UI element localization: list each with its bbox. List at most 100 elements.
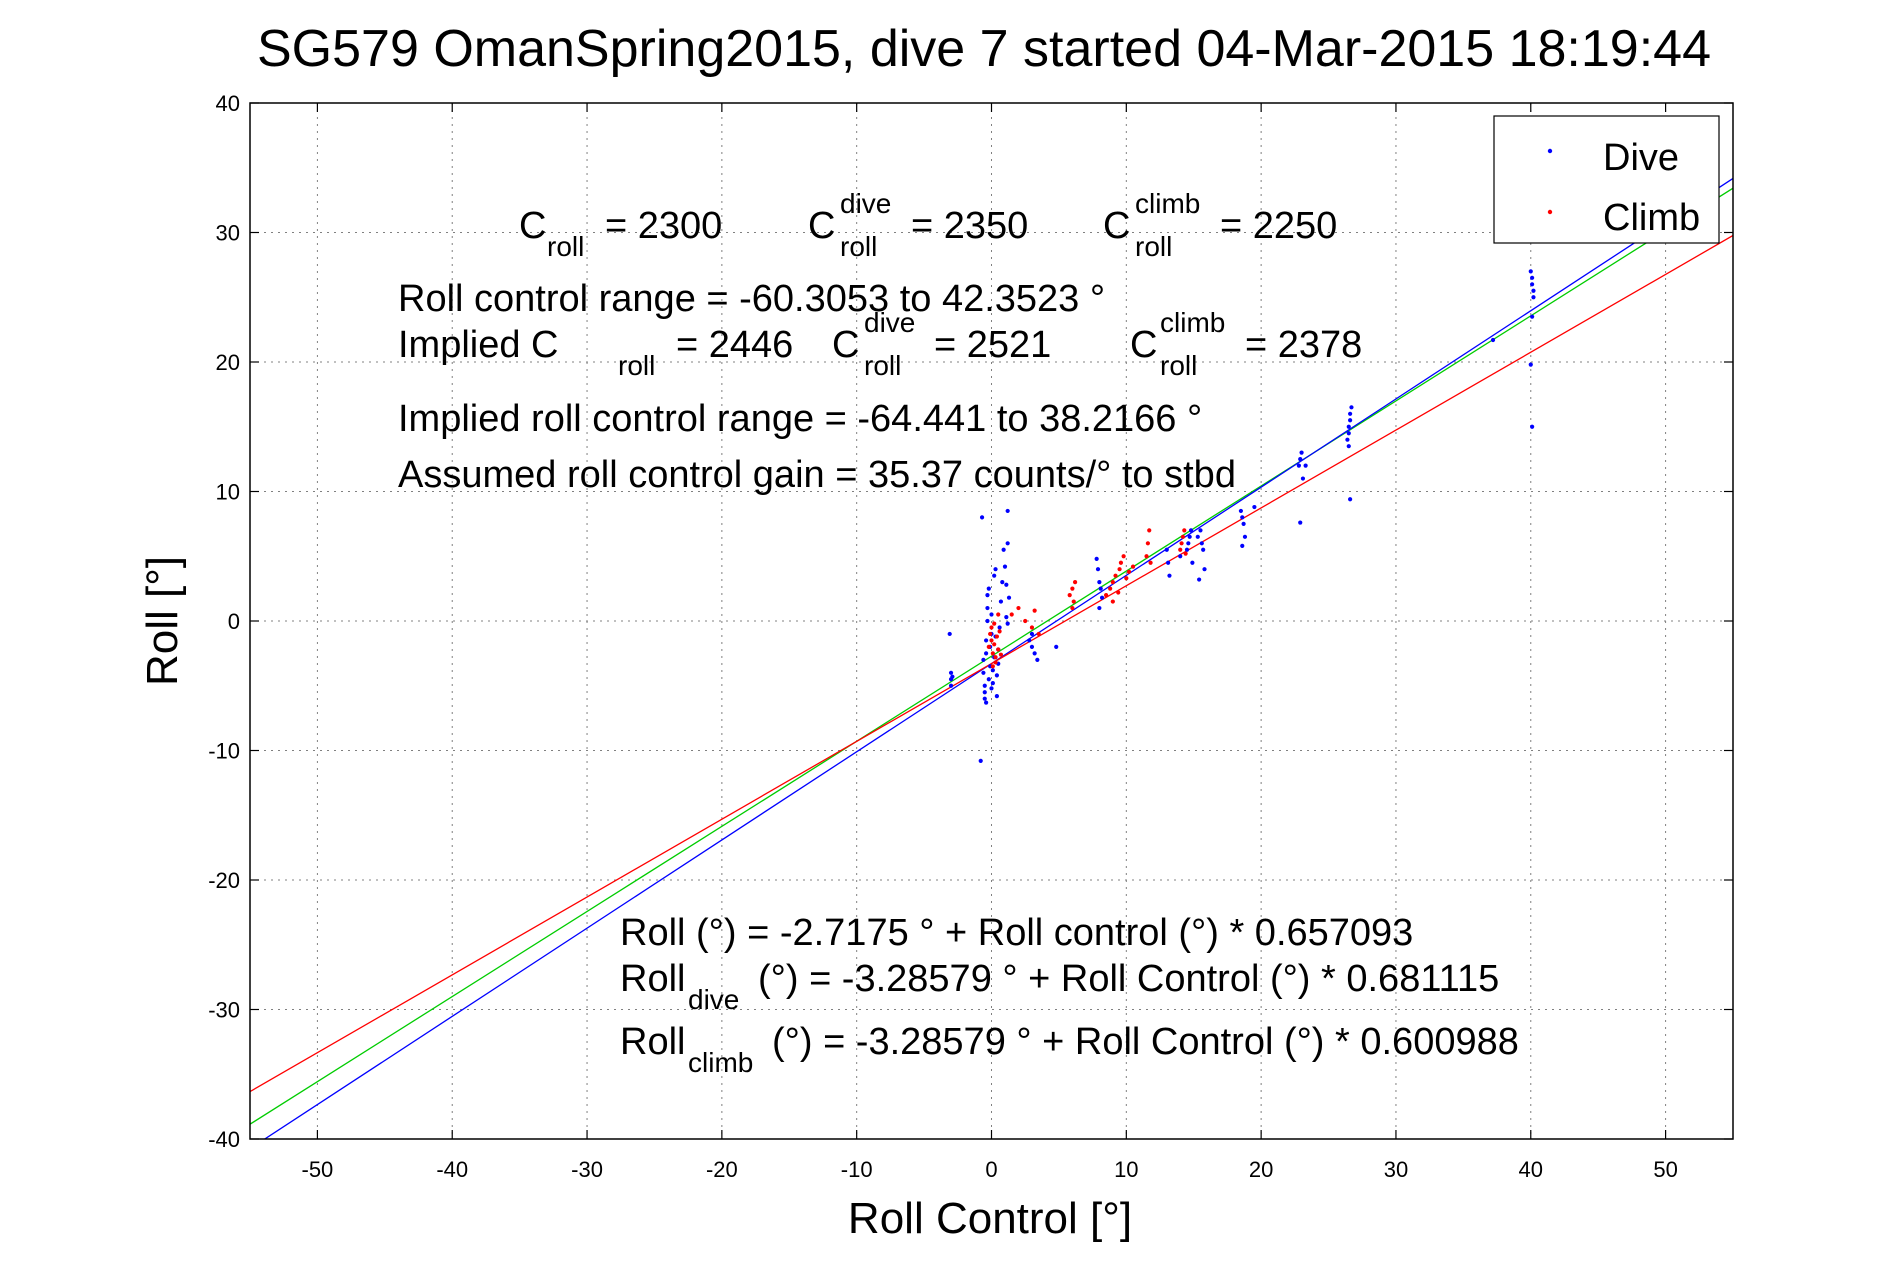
dive-point xyxy=(1002,564,1008,569)
climb-point xyxy=(1029,625,1035,630)
dive-point xyxy=(1032,651,1037,656)
ann-implied-range: Implied roll control range = -64.441 to … xyxy=(398,398,1202,440)
dive-point xyxy=(1242,534,1248,539)
climb-point xyxy=(1071,599,1076,604)
legend-box xyxy=(1493,115,1720,244)
dive-point xyxy=(990,668,995,673)
dive-point xyxy=(1195,534,1200,539)
dive-point xyxy=(993,567,998,572)
ann-c-letter-5: C xyxy=(1130,324,1157,366)
ann-c-roll: = 2300 xyxy=(605,205,722,247)
x-tick-label: 20 xyxy=(1249,1157,1273,1182)
climb-point xyxy=(1116,590,1121,595)
dive-point xyxy=(1005,621,1010,626)
climb-point xyxy=(1009,612,1014,617)
dive-point xyxy=(981,670,986,675)
dive-point xyxy=(1004,615,1009,620)
climb-point xyxy=(1118,560,1124,565)
dive-point xyxy=(947,631,952,637)
annotation-implied-row: Implied C roll = 2446 C dive roll = 2521… xyxy=(398,307,1362,381)
dive-point xyxy=(1097,605,1102,611)
climb-point xyxy=(1124,576,1129,581)
dive-point xyxy=(979,515,985,520)
ann-eq-all: Roll (°) = -2.7175 ° + Roll control (°) … xyxy=(620,912,1413,954)
dive-point xyxy=(986,677,991,682)
y-axis-ticks: -40 -30 -20 -10 0 10 20 30 40 xyxy=(208,91,1733,1152)
dive-point xyxy=(1184,547,1190,552)
dive-point xyxy=(1190,560,1195,565)
climb-point xyxy=(1113,573,1118,578)
climb-point xyxy=(1110,599,1115,604)
dive-point xyxy=(989,686,994,691)
ann-c-roll-climb: = 2250 xyxy=(1220,205,1337,247)
dive-point xyxy=(948,670,954,675)
dive-point xyxy=(1001,547,1006,552)
dive-point xyxy=(1197,577,1202,582)
climb-point xyxy=(1023,618,1028,624)
dive-point xyxy=(1298,457,1303,462)
dive-point xyxy=(1531,288,1536,293)
dive-point xyxy=(1303,463,1308,468)
dive-point xyxy=(1201,547,1206,552)
dive-point xyxy=(989,612,994,617)
plot-frame xyxy=(249,102,1734,1140)
dive-point xyxy=(1000,580,1005,585)
climb-point xyxy=(1067,593,1072,598)
dive-point xyxy=(1530,314,1535,319)
dive-point xyxy=(998,599,1004,604)
dive-point xyxy=(1027,638,1032,643)
y-tick-label: 10 xyxy=(216,480,240,505)
dive-point xyxy=(1004,582,1009,587)
dive-point xyxy=(1097,580,1102,585)
dive-point xyxy=(986,586,991,591)
dive-point xyxy=(984,700,989,705)
climb-point xyxy=(1103,593,1109,598)
dive-point xyxy=(982,683,987,688)
climb-point xyxy=(993,655,998,660)
dive-point xyxy=(1252,504,1257,510)
climb-point xyxy=(996,612,1001,617)
data-points xyxy=(947,269,1536,763)
dive-point xyxy=(1167,573,1172,578)
dive-point xyxy=(1198,528,1203,533)
x-tick-label: 30 xyxy=(1384,1157,1408,1182)
dive-point xyxy=(1240,515,1245,520)
dive-point xyxy=(982,696,987,701)
dive-point xyxy=(994,694,999,699)
ann-eq-climb: (°) = -3.28579 ° + Roll Control (°) * 0.… xyxy=(772,1021,1519,1063)
dive-point xyxy=(1199,541,1204,546)
y-tick-label: 40 xyxy=(216,91,240,116)
dive-point xyxy=(1202,567,1207,572)
ann-sub-dive: dive xyxy=(688,984,739,1015)
x-axis-label: Roll Control [°] xyxy=(848,1194,1132,1243)
dive-point xyxy=(1005,541,1010,546)
legend-dive-label: Dive xyxy=(1603,137,1679,179)
dive-point xyxy=(982,690,987,695)
dive-point xyxy=(1029,631,1035,637)
legend-climb-label: Climb xyxy=(1603,197,1700,239)
climb-point xyxy=(1183,551,1188,556)
dive-point xyxy=(1346,424,1351,429)
dive-point xyxy=(1099,595,1105,600)
dive-point xyxy=(948,683,954,688)
ann-c-letter-4: C xyxy=(832,324,859,366)
climb-point xyxy=(1121,554,1126,559)
ann-sub-climb: climb xyxy=(688,1047,753,1078)
dive-point xyxy=(1531,295,1536,300)
x-tick-label: 10 xyxy=(1114,1157,1138,1182)
dive-point xyxy=(1029,644,1035,650)
ann-roll-word-2: Roll xyxy=(620,1021,685,1063)
climb-point xyxy=(989,625,994,630)
climb-point xyxy=(1182,528,1187,533)
dive-point xyxy=(994,673,999,678)
dive-point xyxy=(1178,554,1183,559)
climb-point xyxy=(1108,586,1113,591)
dive-point xyxy=(1238,508,1244,514)
climb-point xyxy=(1117,567,1122,572)
x-tick-label: -30 xyxy=(571,1157,603,1182)
dive-point xyxy=(1528,362,1533,367)
dive-point xyxy=(1241,521,1246,526)
dive-point xyxy=(985,618,990,624)
climb-point xyxy=(988,631,993,637)
climb-point xyxy=(1130,564,1136,569)
